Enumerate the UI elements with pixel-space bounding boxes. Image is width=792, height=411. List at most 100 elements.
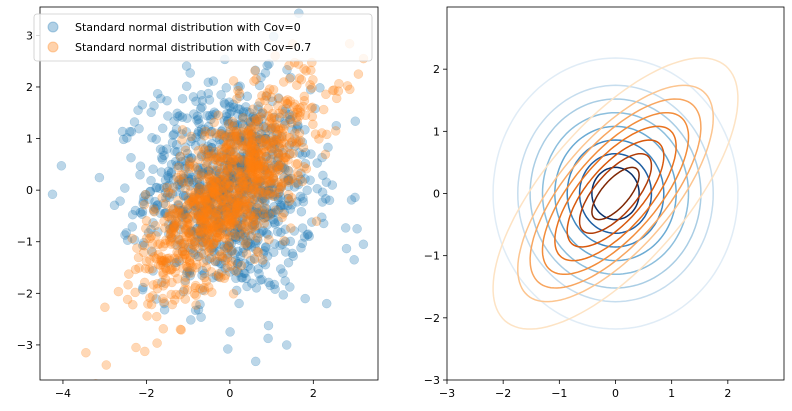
- scatter-point: [214, 194, 225, 205]
- scatter-point: [172, 247, 182, 258]
- scatter-point: [196, 248, 207, 258]
- scatter-point: [263, 111, 273, 121]
- scatter-point: [213, 110, 223, 121]
- scatter-point: [202, 181, 212, 192]
- scatter-point: [249, 185, 260, 195]
- scatter-point: [266, 176, 276, 187]
- scatter-point: [259, 164, 269, 175]
- scatter-point: [203, 165, 214, 176]
- scatter-point: [187, 172, 197, 183]
- scatter-point: [194, 190, 205, 200]
- scatter-point: [241, 221, 251, 232]
- scatter-point: [212, 199, 223, 209]
- scatter-point: [236, 160, 247, 171]
- scatter-point: [245, 200, 255, 210]
- scatter-point: [196, 229, 207, 240]
- scatter-point: [222, 202, 232, 213]
- scatter-point: [283, 181, 294, 192]
- scatter-point: [246, 231, 257, 241]
- scatter-point: [244, 152, 254, 163]
- scatter-point: [201, 207, 211, 218]
- scatter-point: [209, 187, 219, 198]
- scatter-point: [238, 113, 249, 123]
- scatter-point: [230, 249, 240, 259]
- scatter-point: [249, 148, 260, 159]
- scatter-point: [277, 162, 288, 173]
- scatter-point: [268, 137, 279, 147]
- scatter-point: [274, 125, 284, 136]
- scatter-point: [177, 219, 187, 229]
- scatter-point: [278, 268, 288, 278]
- scatter-point: [216, 175, 227, 185]
- scatter-point: [198, 167, 208, 178]
- scatter-point: [141, 216, 152, 226]
- scatter-point: [283, 200, 293, 211]
- scatter-point: [144, 264, 154, 274]
- scatter-point: [258, 121, 269, 132]
- scatter-point: [245, 208, 256, 219]
- scatter-point: [255, 163, 265, 174]
- scatter-point: [252, 233, 263, 243]
- scatter-point: [320, 149, 331, 160]
- scatter-point: [242, 241, 253, 251]
- scatter-point: [171, 139, 182, 150]
- scatter-point: [146, 107, 156, 118]
- scatter-point: [183, 195, 194, 206]
- scatter-point: [242, 91, 253, 102]
- scatter-point: [217, 267, 227, 277]
- scatter-point: [212, 172, 223, 183]
- scatter-point: [262, 211, 273, 222]
- scatter-point: [164, 192, 175, 203]
- scatter-point: [216, 196, 227, 206]
- scatter-point: [265, 155, 276, 165]
- scatter-point: [261, 162, 271, 173]
- scatter-point: [261, 138, 272, 148]
- scatter-point: [186, 315, 196, 325]
- scatter-point: [288, 148, 299, 159]
- scatter-point: [224, 181, 234, 191]
- scatter-point: [170, 261, 181, 272]
- scatter-point: [183, 193, 193, 203]
- scatter-point: [239, 175, 250, 186]
- scatter-point: [240, 239, 251, 249]
- scatter-point: [229, 139, 239, 150]
- scatter-point: [279, 163, 290, 173]
- scatter-legend: Standard normal distribution with Cov=0 …: [33, 13, 373, 62]
- scatter-point: [275, 240, 285, 251]
- scatter-point: [234, 172, 245, 182]
- scatter-point: [253, 160, 264, 171]
- scatter-point: [182, 285, 193, 295]
- scatter-point: [262, 168, 273, 178]
- scatter-point: [215, 218, 225, 228]
- scatter-point: [248, 157, 259, 168]
- scatter-point: [163, 166, 174, 177]
- scatter-point: [117, 126, 128, 137]
- scatter-point: [197, 222, 208, 233]
- scatter-point: [194, 185, 204, 195]
- scatter-point: [195, 201, 206, 211]
- scatter-point: [251, 176, 262, 187]
- scatter-point: [232, 189, 242, 200]
- scatter-point: [194, 192, 205, 202]
- scatter-point: [161, 208, 171, 218]
- scatter-point: [235, 190, 245, 201]
- scatter-point: [206, 244, 216, 255]
- scatter-point: [186, 174, 197, 185]
- scatter-point: [212, 208, 222, 219]
- scatter-point: [202, 110, 212, 121]
- scatter-point: [237, 163, 247, 173]
- scatter-point: [242, 149, 253, 159]
- scatter-point: [278, 157, 289, 167]
- scatter-point: [259, 195, 270, 206]
- scatter-point: [271, 129, 282, 140]
- scatter-point: [209, 247, 220, 257]
- scatter-point: [126, 127, 137, 137]
- scatter-point: [224, 218, 234, 229]
- scatter-point: [235, 81, 245, 91]
- scatter-point: [260, 129, 270, 140]
- scatter-point: [217, 174, 227, 185]
- scatter-point: [206, 149, 216, 159]
- scatter-point: [228, 167, 238, 177]
- scatter-point: [244, 203, 255, 214]
- scatter-point: [280, 106, 290, 117]
